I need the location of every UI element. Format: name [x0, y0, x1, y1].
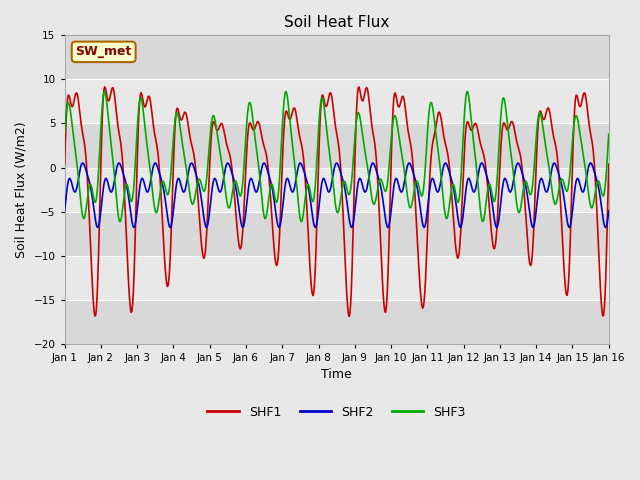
- SHF1: [61, 162, 68, 168]
- SHF1: [404, 129, 412, 134]
- Title: Soil Heat Flux: Soil Heat Flux: [284, 15, 389, 30]
- Legend: SHF1, SHF2, SHF3: SHF1, SHF2, SHF3: [202, 401, 471, 424]
- SHF2: [419, 221, 426, 227]
- SHF1: [211, 122, 219, 128]
- SHF3: [182, 161, 189, 167]
- SHF2: [605, 208, 612, 214]
- Bar: [65, 36, 609, 79]
- Line: SHF1: SHF1: [65, 87, 609, 316]
- Line: SHF2: SHF2: [65, 163, 609, 228]
- SHF3: [127, 197, 134, 203]
- SHF2: [61, 208, 68, 214]
- SHF2: [403, 166, 410, 172]
- SHF1: [182, 112, 190, 118]
- SHF3: [404, 193, 412, 199]
- SHF2: [127, 208, 134, 214]
- Bar: [65, 256, 609, 300]
- Bar: [65, 123, 609, 168]
- SHF3: [419, 188, 427, 193]
- SHF2: [456, 225, 464, 230]
- Text: SW_met: SW_met: [76, 46, 132, 59]
- SHF3: [70, 141, 78, 147]
- SHF3: [211, 115, 218, 120]
- SHF3: [61, 132, 68, 137]
- SHF1: [127, 310, 135, 315]
- X-axis label: Time: Time: [321, 368, 352, 381]
- SHF2: [182, 185, 189, 191]
- SHF1: [101, 84, 109, 90]
- SHF2: [550, 160, 558, 166]
- Y-axis label: Soil Heat Flux (W/m2): Soil Heat Flux (W/m2): [15, 121, 28, 258]
- Bar: [65, 79, 609, 123]
- SHF1: [70, 96, 78, 102]
- SHF1: [346, 313, 353, 319]
- SHF3: [463, 88, 471, 94]
- SHF1: [605, 161, 612, 167]
- SHF2: [211, 176, 218, 181]
- Line: SHF3: SHF3: [65, 91, 609, 222]
- SHF3: [298, 219, 305, 225]
- SHF3: [605, 132, 612, 137]
- Bar: [65, 212, 609, 256]
- SHF2: [70, 189, 78, 195]
- SHF1: [420, 299, 428, 304]
- Bar: [65, 168, 609, 212]
- Bar: [65, 300, 609, 344]
